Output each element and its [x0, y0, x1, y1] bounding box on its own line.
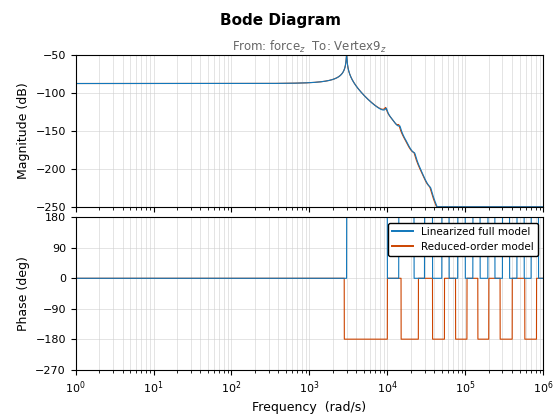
- Linearized full model: [72, 81, 79, 86]
- Linearized full model: [96, 81, 102, 86]
- Reduced-order model: [444, 204, 451, 209]
- X-axis label: Frequency  (rad/s): Frequency (rad/s): [253, 402, 366, 415]
- Linearized full model: [444, 204, 451, 209]
- Reduced-order model: [540, 276, 547, 281]
- Reduced-order model: [349, 77, 356, 82]
- Reduced-order model: [419, 172, 426, 177]
- Linearized full model: [370, 101, 376, 106]
- Linearized full model: [540, 204, 547, 209]
- Linearized full model: [343, 52, 350, 57]
- Linearized full model: [72, 276, 79, 281]
- Reduced-order model: [370, 101, 376, 106]
- Reduced-order model: [433, 204, 440, 209]
- Linearized full model: [419, 276, 426, 281]
- Linearized full model: [349, 215, 356, 220]
- Line: Linearized full model: Linearized full model: [76, 55, 543, 207]
- Linearized full model: [343, 215, 350, 220]
- Legend: Linearized full model, Reduced-order model: Linearized full model, Reduced-order mod…: [388, 223, 538, 256]
- Reduced-order model: [540, 204, 547, 209]
- Line: Linearized full model: Linearized full model: [76, 218, 543, 278]
- Linearized full model: [241, 81, 248, 86]
- Reduced-order model: [444, 276, 451, 281]
- Reduced-order model: [72, 276, 79, 281]
- Reduced-order model: [349, 337, 356, 342]
- Title: From: force$_{z}$  To: Vertex9$_{z}$: From: force$_{z}$ To: Vertex9$_{z}$: [232, 39, 387, 55]
- Reduced-order model: [241, 276, 248, 281]
- Reduced-order model: [370, 337, 376, 342]
- Linearized full model: [241, 276, 248, 281]
- Linearized full model: [370, 215, 376, 220]
- Linearized full model: [419, 171, 426, 176]
- Linearized full model: [349, 77, 356, 82]
- Y-axis label: Phase (deg): Phase (deg): [17, 256, 30, 331]
- Linearized full model: [540, 276, 547, 281]
- Reduced-order model: [96, 276, 102, 281]
- Reduced-order model: [341, 337, 348, 342]
- Text: Bode Diagram: Bode Diagram: [220, 13, 340, 28]
- Reduced-order model: [241, 81, 248, 86]
- Reduced-order model: [72, 81, 79, 86]
- Linearized full model: [96, 276, 102, 281]
- Linearized full model: [434, 204, 441, 209]
- Linearized full model: [444, 215, 451, 220]
- Reduced-order model: [96, 81, 102, 86]
- Line: Reduced-order model: Reduced-order model: [76, 278, 543, 339]
- Reduced-order model: [343, 52, 350, 57]
- Reduced-order model: [419, 276, 426, 281]
- Y-axis label: Magnitude (dB): Magnitude (dB): [17, 82, 30, 179]
- Line: Reduced-order model: Reduced-order model: [76, 55, 543, 207]
